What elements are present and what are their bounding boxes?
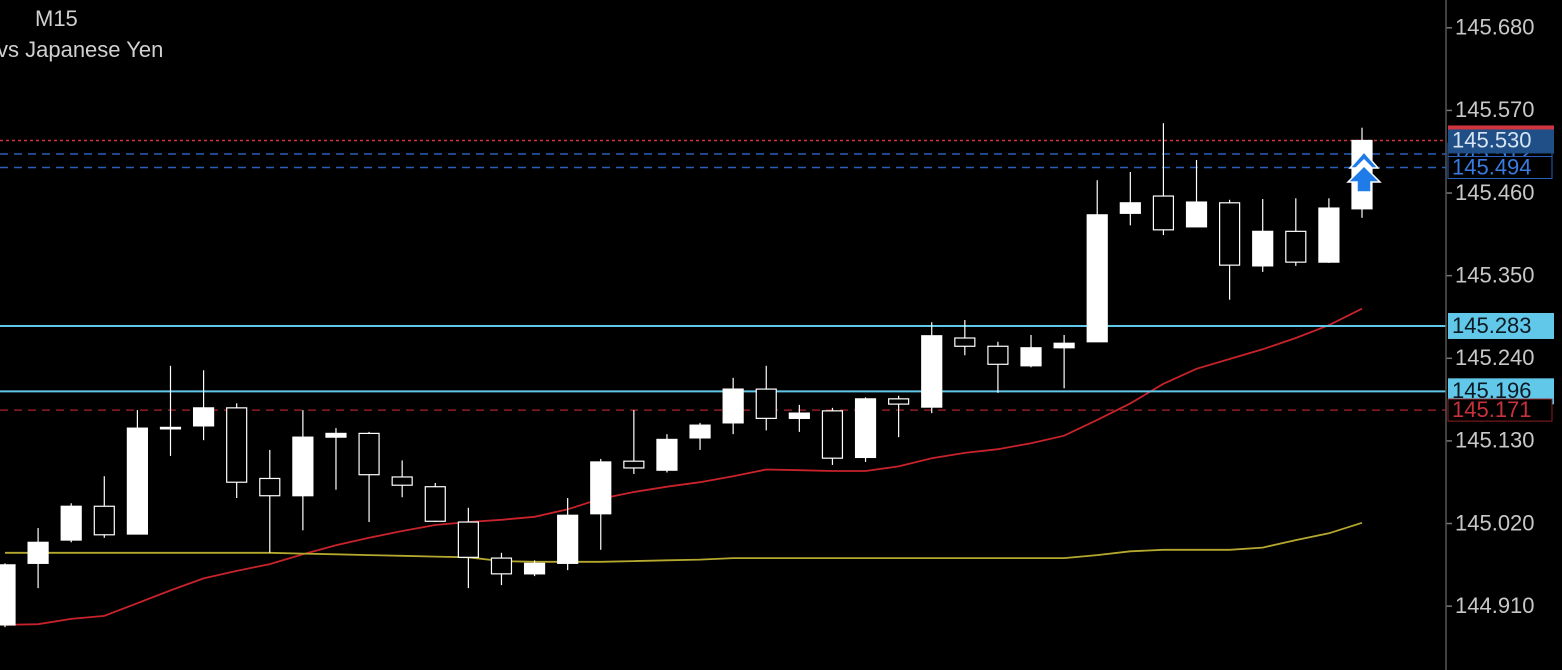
candle-body (1318, 207, 1340, 263)
candle-body (1086, 214, 1108, 343)
candle-body (292, 436, 314, 497)
y-tick-label: 145.240 (1455, 345, 1535, 370)
candle-body (590, 461, 612, 515)
buy-arrows (1346, 150, 1382, 193)
candle-body (457, 521, 479, 558)
candle-body (888, 398, 910, 405)
price-label-box (1448, 312, 1554, 339)
candle-body (954, 337, 976, 347)
candle-body (921, 335, 943, 408)
candle-body (1285, 230, 1307, 263)
candle-body (722, 388, 744, 424)
y-tick-label: 145.350 (1455, 262, 1535, 287)
candle-body (1020, 347, 1042, 367)
candle-body (1219, 202, 1241, 266)
y-tick-label: 145.460 (1455, 180, 1535, 205)
candle-body (192, 407, 215, 427)
chart-title: M15 (35, 6, 78, 31)
candle-body (689, 424, 711, 439)
price-label: 145.283 (1452, 313, 1532, 338)
price-label-bar (1448, 125, 1554, 130)
arrow-icon (1348, 150, 1380, 169)
candle-body (259, 477, 281, 497)
y-tick-label: 145.570 (1455, 97, 1535, 122)
price-label: 145.530 (1452, 127, 1532, 152)
candle-body (126, 427, 148, 535)
candle-body (0, 564, 16, 626)
candle-body (523, 562, 546, 575)
price-label-frame (1447, 156, 1553, 179)
price-label: 145.171 (1452, 397, 1532, 422)
y-tick-label: 144.910 (1455, 593, 1535, 618)
candle-body (358, 432, 380, 476)
y-tick-label: 145.680 (1455, 15, 1535, 40)
candle-body (755, 388, 777, 419)
candle-body (226, 407, 248, 483)
candle-body (987, 345, 1009, 365)
candle-body (93, 505, 115, 536)
candle-body (788, 412, 810, 419)
chart-subtitle: vs Japanese Yen (0, 37, 163, 62)
candle-body (1252, 230, 1274, 267)
moving-average (5, 521, 1363, 563)
candle-body (623, 460, 645, 469)
y-tick-label: 145.020 (1455, 510, 1535, 535)
candle-body (1119, 202, 1141, 214)
candles-layer (0, 123, 1373, 628)
candle-body (854, 398, 877, 459)
y-tick-label: 145.130 (1455, 428, 1535, 453)
candle-body (60, 505, 82, 541)
candle-body (490, 557, 513, 575)
candle-body (1185, 201, 1208, 228)
candle-body (821, 410, 844, 459)
candle-body (325, 432, 347, 438)
axis-layer: 144.910 145.020 145.130 145.240 145.350 145.4… (1446, 15, 1554, 618)
price-label: 145.494 (1452, 154, 1532, 179)
moving-average (4, 307, 1363, 626)
candle-body (424, 486, 446, 522)
candle-body (27, 541, 49, 564)
price-label-frame (1447, 398, 1553, 422)
price-label-box (1448, 127, 1554, 154)
candle-body (1152, 195, 1175, 231)
candle-body (656, 438, 678, 471)
candle-body (159, 426, 182, 430)
candle-body (557, 514, 579, 564)
candle-body (391, 476, 413, 486)
candle-body (1053, 342, 1075, 349)
arrow-icon (1346, 164, 1382, 193)
